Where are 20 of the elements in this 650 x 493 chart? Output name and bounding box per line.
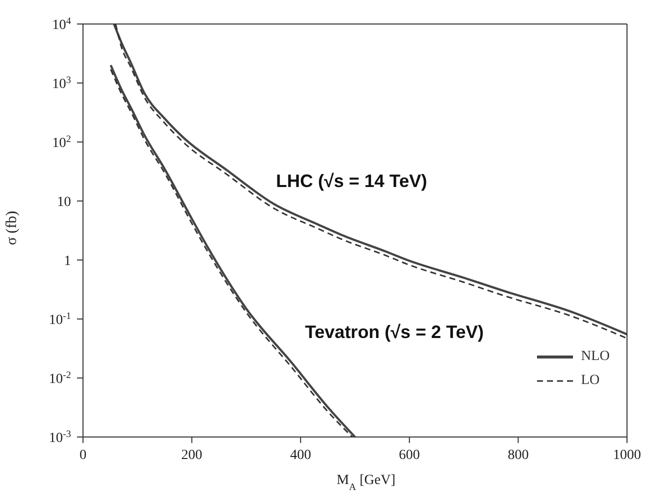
legend-label: NLO — [581, 349, 610, 365]
y-tick-label: 10$^{-3}$ — [48, 428, 72, 446]
x-tick-label: 0 — [80, 448, 86, 463]
y-tick-label: 10$^{2}$ — [52, 134, 72, 151]
y-tick-label: 10$^{3}$ — [52, 74, 72, 92]
y-tick-label: 10$^{4}$ — [52, 16, 72, 33]
annotation: LHC (√s = 14 TeV) — [276, 171, 428, 191]
x-axis-title: M$_{A}$ [GeV] — [336, 473, 396, 492]
y-tick-label: 10 — [57, 195, 71, 210]
x-tick-label: 1000 — [613, 448, 641, 463]
y-axis-title: σ (fb) — [4, 210, 20, 246]
y-tick-label: 10$^{-2}$ — [48, 370, 72, 387]
x-tick-label: 400 — [290, 448, 312, 463]
x-tick-label: 800 — [508, 448, 529, 463]
y-tick-label: 1 — [64, 254, 71, 269]
x-tick-label: 600 — [398, 448, 420, 463]
annotation: Tevatron (√s = 2 TeV) — [305, 322, 484, 342]
legend-label: LO — [581, 373, 600, 389]
y-tick-label: 10$^{-1}$ — [48, 310, 72, 328]
x-tick-label: 200 — [181, 448, 202, 463]
